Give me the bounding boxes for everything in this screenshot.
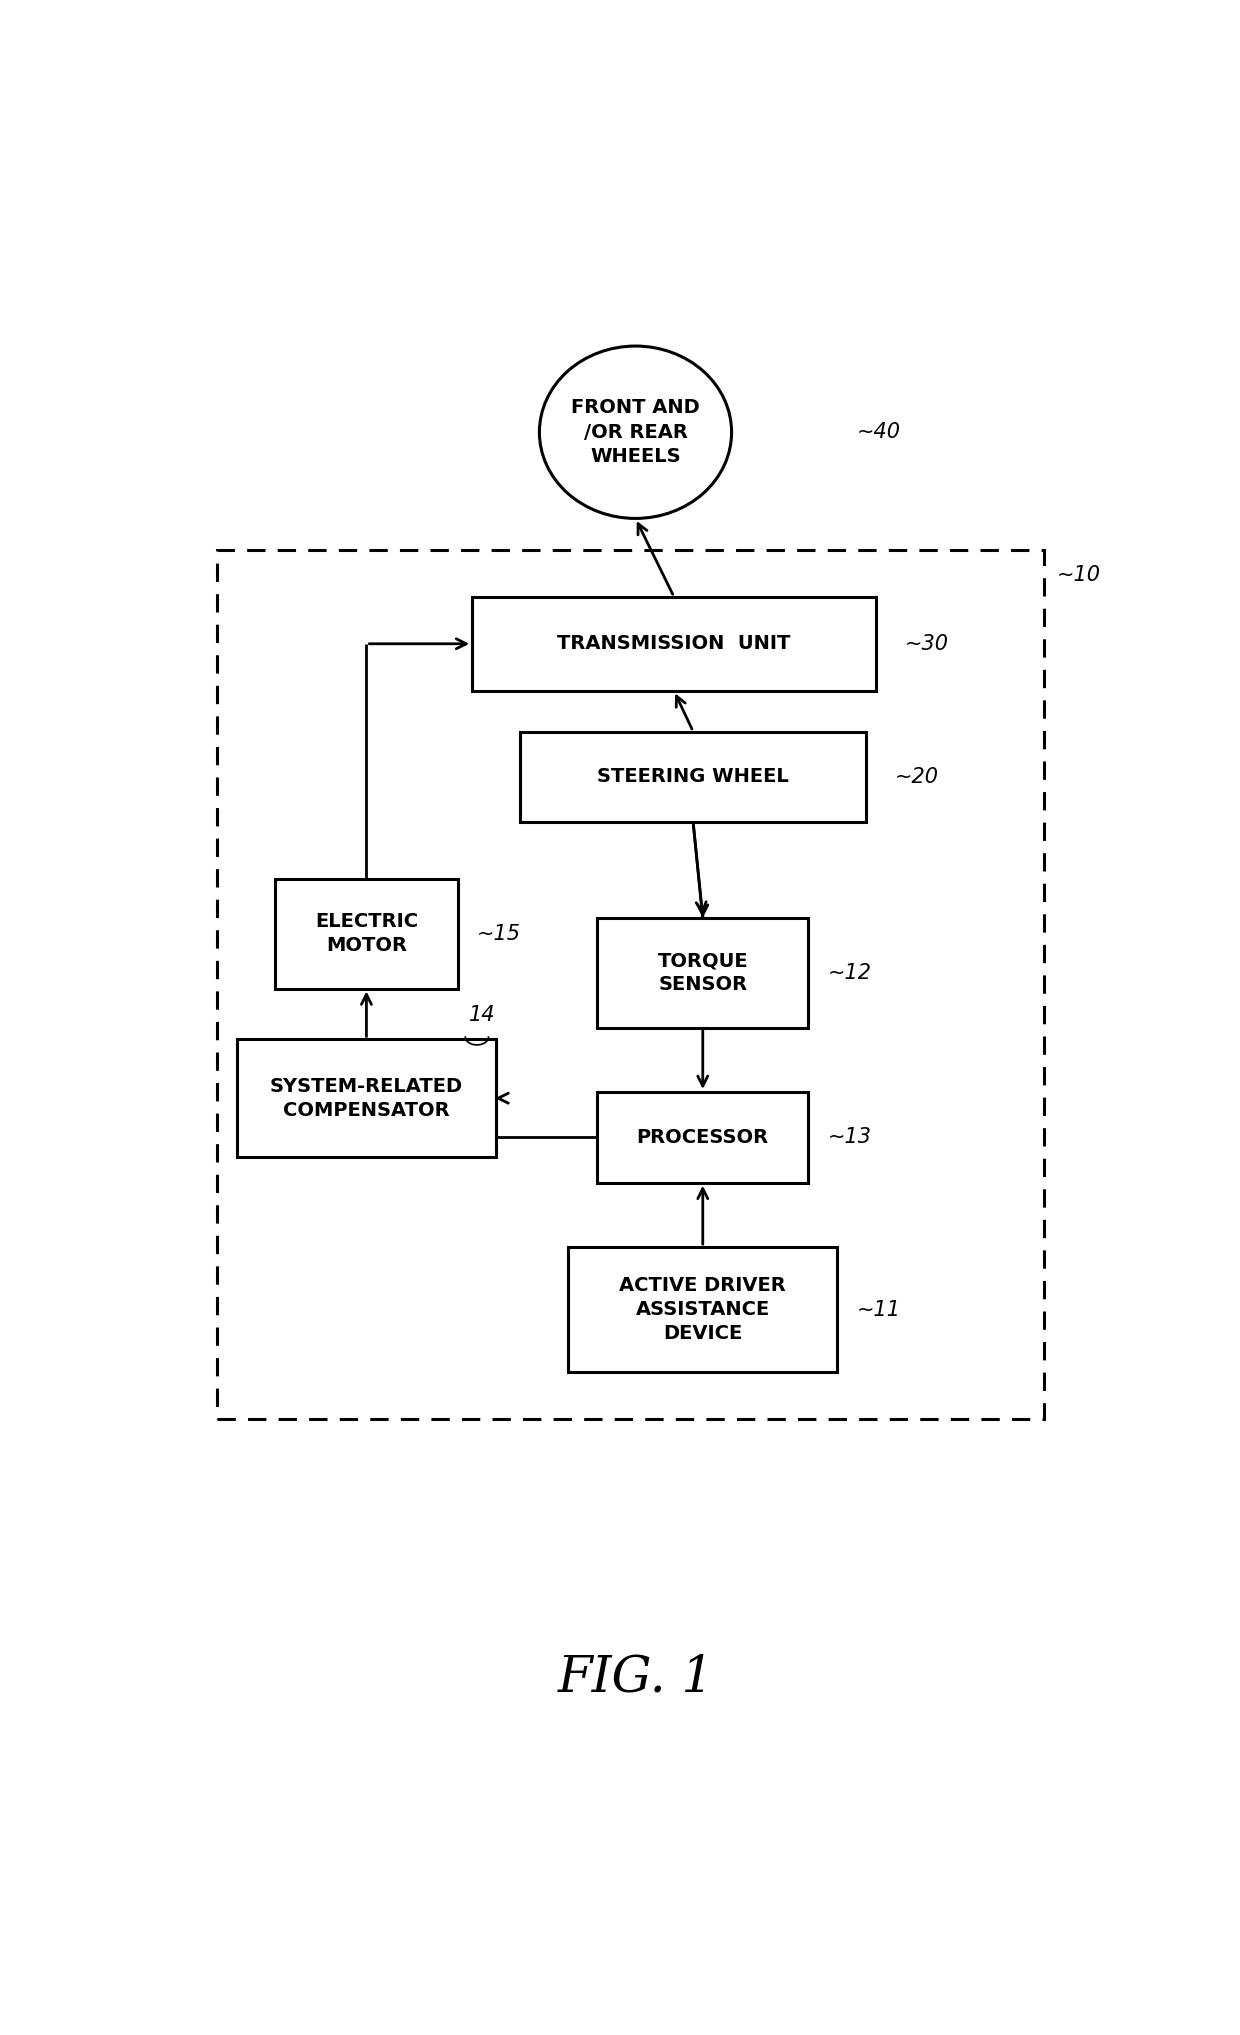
Text: FRONT AND
/OR REAR
WHEELS: FRONT AND /OR REAR WHEELS: [572, 399, 699, 466]
Text: ~15: ~15: [477, 924, 521, 944]
Text: STEERING WHEEL: STEERING WHEEL: [598, 767, 789, 786]
Bar: [472, 596, 875, 690]
Text: ~10: ~10: [1056, 566, 1100, 586]
Bar: [217, 549, 1044, 1420]
Text: ~30: ~30: [905, 633, 949, 653]
Text: ~20: ~20: [895, 767, 939, 788]
Bar: [596, 1093, 808, 1182]
Text: ~12: ~12: [828, 963, 872, 983]
Text: ~13: ~13: [828, 1127, 872, 1148]
Text: TRANSMISSION  UNIT: TRANSMISSION UNIT: [557, 635, 791, 653]
Text: PROCESSOR: PROCESSOR: [636, 1127, 769, 1148]
Bar: [596, 918, 808, 1028]
Bar: [275, 879, 458, 989]
Bar: [568, 1247, 837, 1372]
Bar: [521, 731, 866, 822]
Text: SYSTEM-RELATED
COMPENSATOR: SYSTEM-RELATED COMPENSATOR: [270, 1077, 463, 1119]
Ellipse shape: [539, 346, 732, 519]
Text: ELECTRIC
MOTOR: ELECTRIC MOTOR: [315, 912, 418, 954]
Text: ACTIVE DRIVER
ASSISTANCE
DEVICE: ACTIVE DRIVER ASSISTANCE DEVICE: [620, 1276, 786, 1343]
Text: ~40: ~40: [857, 421, 900, 442]
Text: 14: 14: [469, 1005, 495, 1024]
Text: TORQUE
SENSOR: TORQUE SENSOR: [657, 950, 748, 995]
Text: FIG. 1: FIG. 1: [557, 1652, 714, 1703]
Text: ~11: ~11: [857, 1300, 900, 1321]
Bar: [237, 1040, 496, 1158]
